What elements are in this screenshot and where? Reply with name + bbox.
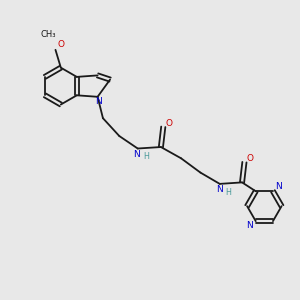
Text: O: O: [247, 154, 254, 163]
Text: O: O: [166, 119, 173, 128]
Text: N: N: [246, 221, 253, 230]
Text: O: O: [57, 40, 64, 49]
Text: CH₃: CH₃: [40, 30, 56, 39]
Text: H: H: [226, 188, 232, 197]
Text: N: N: [133, 150, 140, 159]
Text: N: N: [95, 97, 102, 106]
Text: N: N: [275, 182, 282, 191]
Text: H: H: [143, 152, 149, 161]
Text: N: N: [216, 185, 223, 194]
